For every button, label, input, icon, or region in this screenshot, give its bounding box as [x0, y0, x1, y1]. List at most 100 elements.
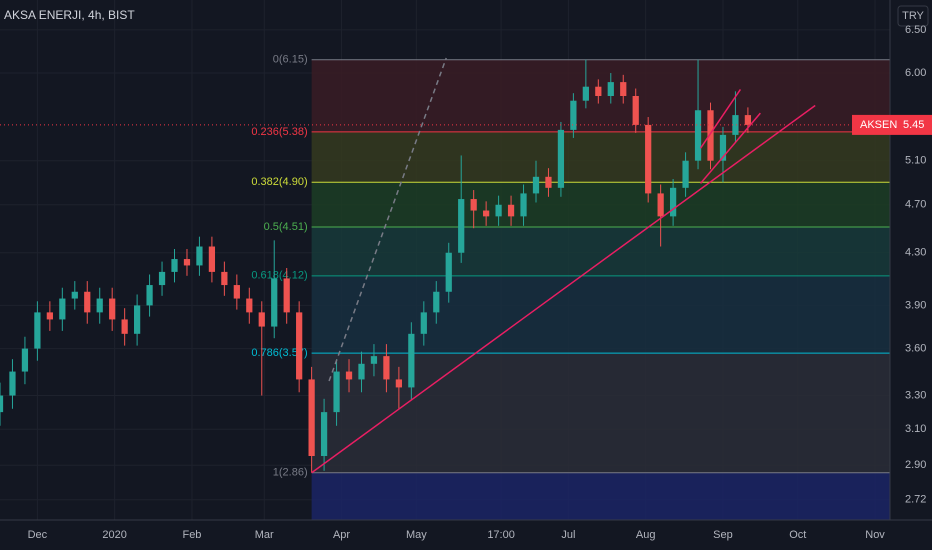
- candle-body: [719, 134, 727, 161]
- x-tick-label: Apr: [333, 529, 350, 541]
- plot: 0(6.15) 0.236(5.38) 0.382(4.90) 0.5(4.51) 0.…: [0, 0, 891, 520]
- candle-body: [545, 176, 552, 188]
- candle-body: [532, 176, 540, 194]
- candle-body: [121, 319, 128, 334]
- candle-body: [0, 395, 4, 413]
- candle-body: [21, 348, 29, 372]
- symbol-title[interactable]: AKSA ENERJI, 4h, BIST: [4, 8, 135, 22]
- trendline: [699, 89, 742, 149]
- candle-body: [370, 356, 378, 364]
- fib-level-label: 0.236(5.38): [251, 126, 307, 138]
- candle-body: [470, 199, 477, 211]
- fib-band: [311, 227, 891, 276]
- y-tick-label: 5.10: [905, 155, 926, 167]
- candle-body: [59, 298, 66, 320]
- candle-body: [71, 291, 78, 299]
- y-tick-label: 6.00: [905, 67, 926, 79]
- x-tick-label: Oct: [789, 529, 806, 541]
- fib-level-label: 0.5(4.51): [264, 221, 308, 233]
- candle-body: [208, 246, 216, 272]
- candle-body: [645, 124, 652, 194]
- x-tick-label: 2020: [102, 529, 126, 541]
- fib-level-label: 0.618(4.12): [251, 270, 307, 282]
- y-tick-label: 3.90: [905, 299, 926, 311]
- y-tick-label: 2.72: [905, 494, 926, 506]
- candle-body: [445, 252, 452, 292]
- y-tick-label: 3.10: [905, 423, 926, 435]
- trendline: [699, 112, 761, 184]
- currency-box[interactable]: [897, 5, 929, 27]
- candle-body: [620, 82, 627, 96]
- y-tick-label: 3.30: [905, 389, 926, 401]
- x-tick-label: Sep: [713, 529, 733, 541]
- fib-band: [311, 275, 891, 354]
- candle-body: [146, 285, 153, 306]
- candle-body: [308, 379, 315, 457]
- candle-body: [246, 298, 253, 313]
- candle-body: [682, 160, 689, 188]
- x-tick-label: Nov: [865, 529, 885, 541]
- candle-body: [669, 187, 677, 217]
- y-tick-label: 2.90: [905, 459, 926, 471]
- currency[interactable]: TRY: [902, 10, 924, 22]
- y-tick-label: 4.70: [905, 199, 926, 211]
- candle-body: [96, 298, 103, 313]
- candle-body: [233, 285, 240, 299]
- candle-body: [632, 95, 639, 125]
- x-tick-label: Aug: [636, 529, 656, 541]
- candle-body: [458, 199, 465, 253]
- y-tick-label: 4.30: [905, 247, 926, 259]
- candle-body: [345, 371, 353, 380]
- candle-body: [408, 333, 415, 388]
- candle-body: [320, 412, 328, 457]
- fib-band: [311, 472, 891, 520]
- candle-body: [395, 379, 402, 388]
- candle-body: [707, 110, 714, 161]
- candle-body: [582, 86, 589, 101]
- x-tick-label: Feb: [182, 529, 201, 541]
- candle-body: [221, 271, 228, 286]
- candle-body: [271, 278, 278, 327]
- candle-body: [507, 204, 515, 217]
- price-tag-value: 5.45: [903, 119, 924, 131]
- candle-body: [595, 86, 602, 96]
- candle-body: [84, 291, 91, 313]
- candle-body: [483, 210, 490, 217]
- fib-level-label: 0(6.15): [273, 54, 308, 66]
- candle-body: [258, 312, 265, 327]
- candle-body: [420, 312, 427, 334]
- candle-body: [158, 271, 166, 286]
- candle-body: [109, 298, 116, 320]
- y-tick-label: 3.60: [905, 342, 926, 354]
- fib-level-label: 1(2.86): [273, 467, 308, 479]
- candle-body: [171, 259, 178, 272]
- x-tick-label: Dec: [28, 529, 48, 541]
- candle-body: [296, 312, 303, 380]
- candle-body: [732, 115, 739, 135]
- candle-body: [183, 259, 191, 266]
- candle-body: [520, 193, 527, 217]
- candle-body: [34, 312, 41, 349]
- candle-body: [694, 110, 702, 161]
- candle-body: [283, 278, 290, 313]
- candle-body: [570, 100, 577, 130]
- candle-body: [433, 291, 440, 313]
- candle-body: [333, 371, 340, 413]
- fib-level-label: 0.786(3.57): [251, 347, 307, 359]
- trendline: [328, 57, 447, 382]
- price-tag-symbol: AKSEN: [860, 119, 897, 131]
- x-tick-label: Mar: [255, 529, 274, 541]
- fib-band: [311, 131, 891, 183]
- fib-band: [311, 353, 891, 473]
- candle-body: [9, 371, 16, 396]
- fib-level-label: 0.382(4.90): [251, 176, 307, 188]
- x-tick-label: 17:00: [487, 529, 515, 541]
- candle-body: [607, 82, 614, 96]
- y-tick-label: 6.50: [905, 24, 926, 36]
- candle-body: [557, 129, 565, 188]
- candle-body: [196, 246, 203, 266]
- x-tick-label: May: [406, 529, 427, 541]
- candle-body: [495, 204, 502, 217]
- candle-body: [46, 312, 53, 320]
